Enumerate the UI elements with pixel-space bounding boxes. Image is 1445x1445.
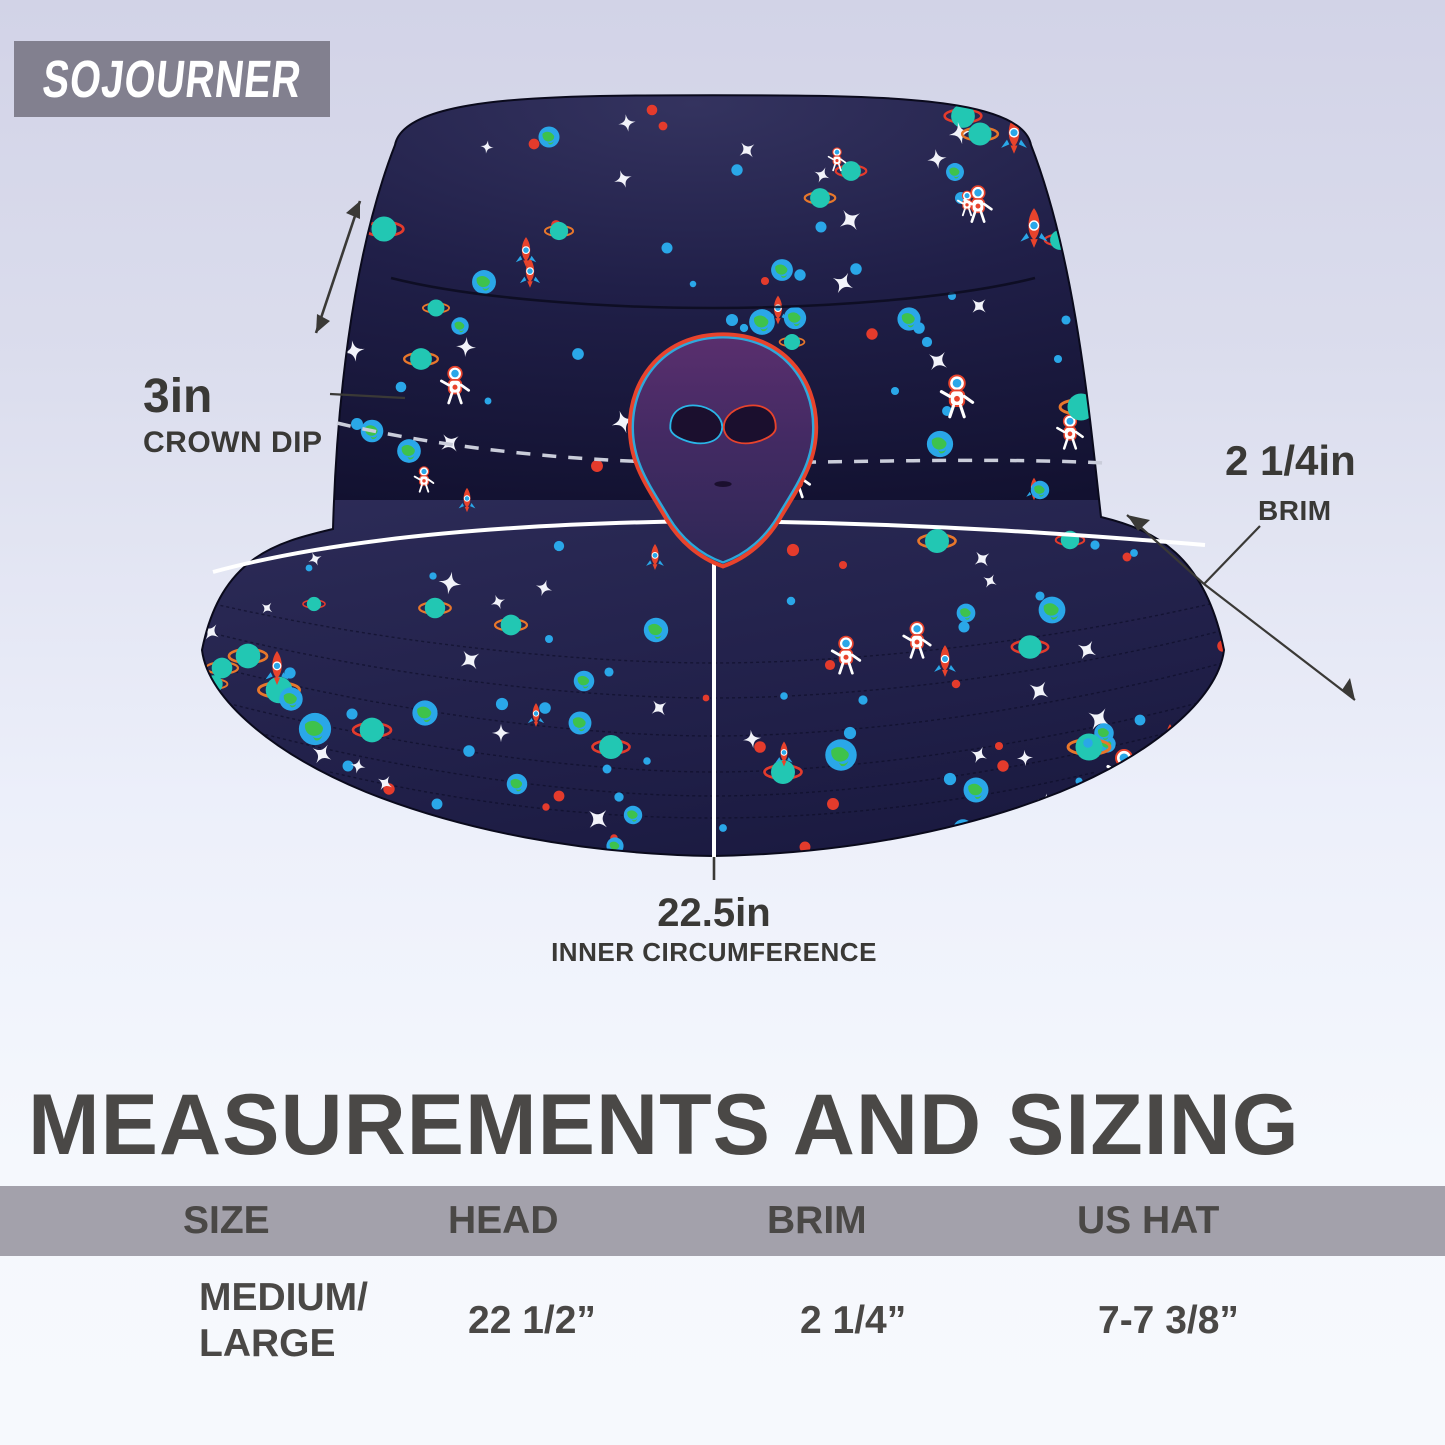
svg-text:22.5in: 22.5in [657, 891, 770, 935]
svg-text:2 1/4in: 2 1/4in [1225, 437, 1356, 484]
svg-text:BRIM: BRIM [1258, 495, 1332, 526]
svg-text:CROWN DIP: CROWN DIP [143, 426, 323, 459]
svg-text:3in: 3in [143, 370, 212, 423]
svg-text:INNER CIRCUMFERENCE: INNER CIRCUMFERENCE [551, 937, 877, 967]
